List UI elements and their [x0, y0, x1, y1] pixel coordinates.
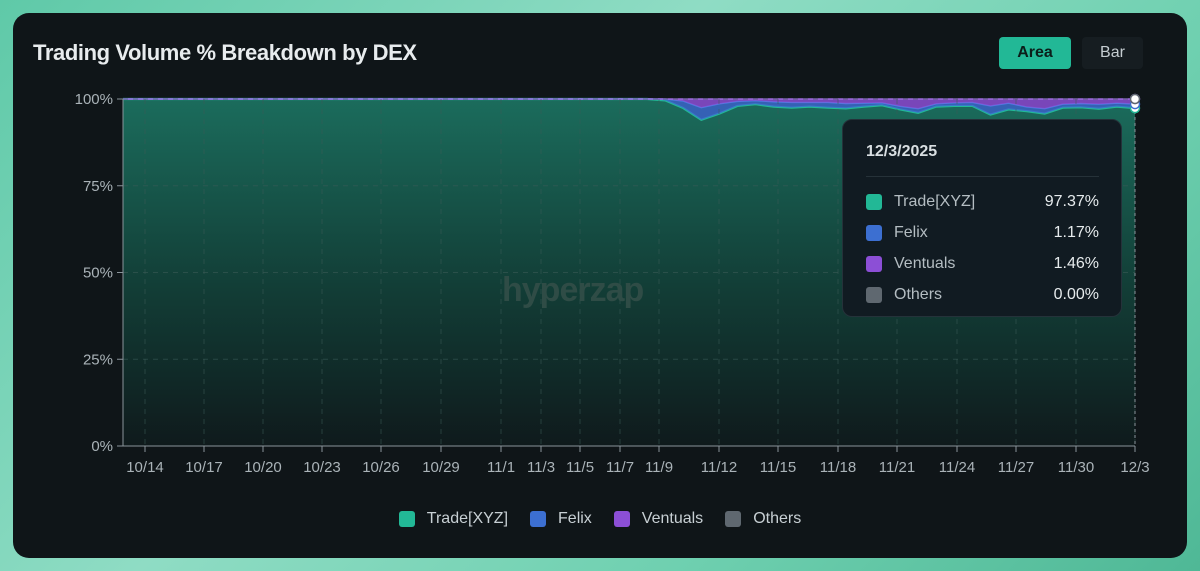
y-tick-label: 100% — [75, 91, 113, 108]
others-swatch — [866, 287, 882, 303]
x-tick-label: 10/17 — [185, 459, 223, 476]
felix-swatch — [866, 225, 882, 241]
x-tick-label: 10/23 — [303, 459, 341, 476]
x-tick-label: 11/15 — [760, 459, 796, 476]
tooltip-series-name: Felix — [894, 224, 928, 241]
legend-item-others[interactable]: Others — [725, 510, 801, 528]
trade-xyz-swatch — [866, 194, 882, 210]
x-tick-label: 10/14 — [126, 459, 164, 476]
tooltip-row-felix: Felix 1.17% — [866, 221, 1099, 245]
bar-toggle-button[interactable]: Bar — [1082, 37, 1143, 69]
area-toggle-button[interactable]: Area — [999, 37, 1071, 69]
x-tick-label: 11/18 — [820, 459, 856, 476]
tooltip-series-value: 1.46% — [1053, 255, 1099, 272]
x-tick-label: 10/20 — [244, 459, 282, 476]
x-tick-label: 11/24 — [939, 459, 975, 476]
y-tick-label: 75% — [83, 178, 113, 195]
legend-label: Felix — [558, 510, 592, 527]
tooltip-row-ventuals: Ventuals 1.46% — [866, 252, 1099, 276]
ventuals-swatch — [613, 511, 630, 527]
x-tick-label: 11/5 — [566, 459, 594, 476]
chart-title: Trading Volume % Breakdown by DEX — [33, 40, 417, 65]
x-tick-label: 11/3 — [527, 459, 555, 476]
legend-item-felix[interactable]: Felix — [530, 510, 592, 528]
area-felix[interactable] — [123, 99, 1135, 120]
legend-item-ventuals[interactable]: Ventuals — [613, 510, 704, 528]
tooltip-series-name: Others — [894, 286, 943, 303]
tooltip-date: 12/3/2025 — [866, 143, 938, 160]
tooltip-row-others: Others 0.00% — [866, 283, 1099, 307]
felix-swatch — [530, 511, 547, 527]
legend-label: Trade[XYZ] — [426, 510, 509, 527]
legend-label: Ventuals — [641, 510, 704, 527]
area-ventuals[interactable] — [123, 99, 1135, 109]
tooltip-series-value: 1.17% — [1053, 224, 1099, 241]
x-tick-label: 10/29 — [422, 459, 460, 476]
x-tick-label: 11/21 — [879, 459, 915, 476]
legend-label: Others — [753, 510, 802, 527]
x-tick-label: 11/30 — [1058, 459, 1094, 476]
tooltip-row-trade-xyz: Trade[XYZ] 97.37% — [866, 190, 1099, 214]
x-tick-label: 11/12 — [701, 459, 737, 476]
chart-card: Trading Volume % Breakdown by DEX Area B… — [13, 13, 1187, 558]
tooltip-series-name: Trade[XYZ] — [894, 193, 976, 210]
x-tick-label: 10/26 — [362, 459, 400, 476]
trade-xyz-swatch — [398, 511, 415, 527]
chart-legend: Trade[XYZ] Felix Ventuals Others — [13, 510, 1187, 528]
x-tick-label: 12/3 — [1120, 459, 1149, 476]
x-tick-label: 11/7 — [606, 459, 634, 476]
hover-marker — [1129, 93, 1141, 105]
ventuals-swatch — [866, 256, 882, 272]
x-tick-label: 11/9 — [645, 459, 673, 476]
watermark: hyperzap — [502, 271, 643, 309]
tooltip-series-value: 97.37% — [1044, 193, 1099, 210]
x-tick-label: 11/1 — [487, 459, 515, 476]
y-tick-label: 0% — [91, 438, 113, 455]
hover-tooltip: 12/3/2025 Trade[XYZ] 97.37% Felix 1.17% … — [842, 119, 1122, 317]
tooltip-divider — [866, 176, 1099, 177]
y-tick-label: 25% — [83, 351, 113, 368]
legend-item-trade-xyz[interactable]: Trade[XYZ] — [398, 510, 509, 528]
others-swatch — [725, 511, 742, 527]
y-tick-label: 50% — [83, 265, 113, 282]
tooltip-series-value: 0.00% — [1053, 286, 1099, 303]
x-tick-label: 11/27 — [998, 459, 1034, 476]
tooltip-series-name: Ventuals — [894, 255, 956, 272]
